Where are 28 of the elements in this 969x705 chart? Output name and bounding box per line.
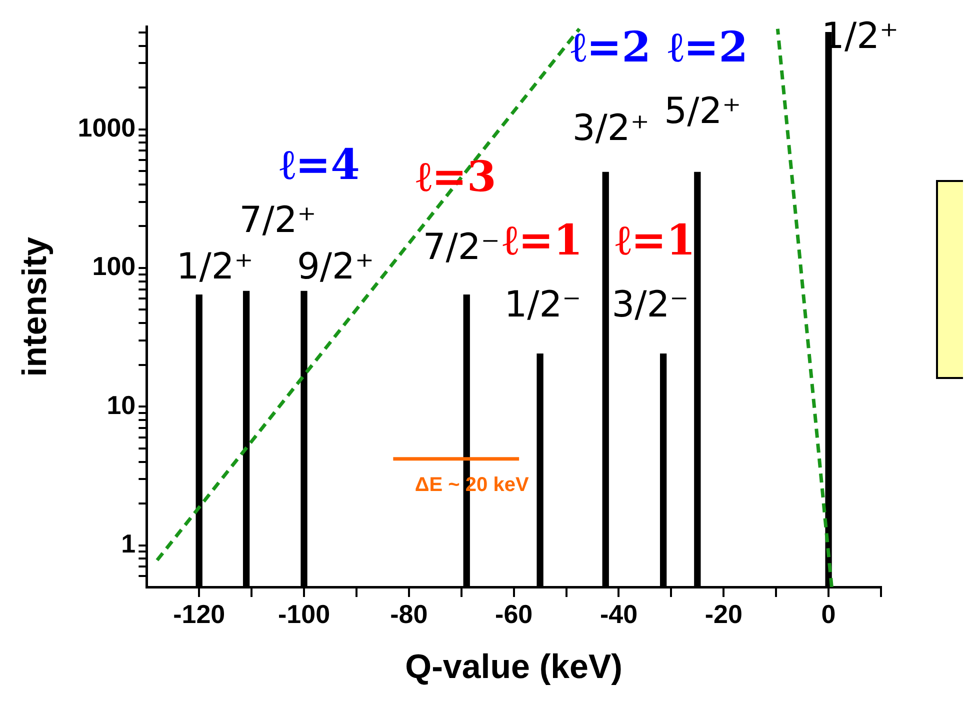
annotation: 7/2⁺	[239, 200, 316, 242]
y-tick-label: 100	[92, 251, 136, 282]
annotation: ℓ=2	[668, 22, 748, 72]
annotation: ℓ=4	[280, 140, 360, 189]
x-tick-label: -120	[173, 598, 226, 629]
x-tick-label: -60	[495, 598, 533, 629]
annotation: 3/2⁺	[572, 108, 650, 149]
annotation: 9/2⁺	[297, 246, 374, 288]
y-tick-label: 1	[121, 528, 136, 558]
annotation: ℓ=1	[502, 215, 583, 264]
x-axis-title: Q-value (keV)	[405, 648, 622, 686]
x-tick-label: 0	[821, 598, 836, 629]
annotation: 1/2⁺	[176, 246, 254, 288]
annotation: 1/2⁻	[504, 284, 582, 326]
annotation: 5/2⁺	[664, 90, 742, 132]
annotation: 3/2⁻	[612, 284, 689, 326]
annotation: ℓ=1	[615, 215, 696, 264]
x-tick-label: -80	[390, 598, 428, 629]
y-tick-label: 1000	[78, 112, 136, 142]
annotation: 7/2⁻	[422, 226, 500, 268]
x-tick-label: -20	[704, 598, 742, 629]
annotation: ℓ=3	[416, 152, 496, 201]
x-tick-label: -40	[600, 598, 638, 629]
y-tick-label: 10	[106, 390, 136, 420]
annotation: 1/2⁺	[822, 16, 898, 58]
annotation: ℓ=2	[570, 22, 651, 72]
y-axis-title: intensity	[16, 236, 54, 377]
x-tick-label: -100	[278, 598, 330, 629]
